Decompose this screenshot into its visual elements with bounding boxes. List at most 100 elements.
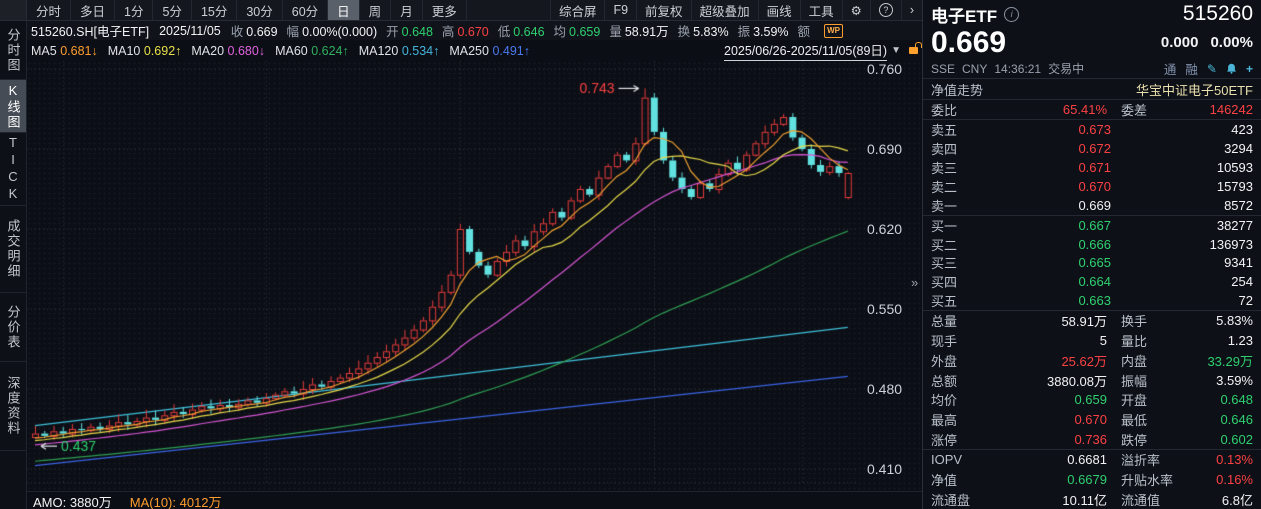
chevron-down-icon[interactable]: ▼ [891, 45, 901, 56]
buy-row-4[interactable]: 买四 0.664 254 [923, 272, 1261, 291]
linked-fund-name[interactable]: 华宝中证电子50ETF [1135, 82, 1253, 98]
ma-label: MA250 [449, 43, 493, 58]
date-range-selector[interactable]: 2025/06/26-2025/11/05(89日) [724, 40, 888, 61]
ob-price: 0.667 [1078, 217, 1111, 233]
stat-value: 3.59% [1216, 372, 1253, 388]
settings-gear-icon[interactable]: ⚙ [841, 0, 870, 20]
ob-price: 0.673 [1078, 122, 1111, 138]
period-tabbar: 分时 多日 1分 5分 15分 30分 60分日周月更多 综合屏 F9 前复权 超级叠加 画线 工具 ⚙… [0, 0, 922, 21]
tool-画线[interactable]: 画线 [757, 0, 800, 20]
info-icon[interactable]: i [1004, 6, 1020, 22]
stat-row-现手: 现手 5 量比 1.23 [923, 331, 1261, 351]
commission-row: 委比 65.41% 委差 146242 [923, 100, 1261, 119]
field-label: 额 [797, 25, 811, 39]
tool-前复权[interactable]: 前复权 [636, 0, 691, 20]
field-value: 0.669 [246, 25, 278, 39]
sell-row-4[interactable]: 卖二 0.670 15793 [923, 177, 1261, 196]
add-plus-icon[interactable]: + [1245, 61, 1253, 76]
nav-trend-label[interactable]: 净值走势 [931, 82, 984, 98]
tab-30分[interactable]: 30分 [237, 0, 283, 20]
tab-日[interactable]: 日 [328, 0, 360, 20]
stat-label: 溢折率 [1121, 453, 1161, 469]
collapse-panel-handle[interactable]: » [911, 275, 919, 290]
stats-block: 总量 58.91万 换手 5.83% 现手 5 量比 1.23 外盘 25.62万 内盘 33.29万… [923, 311, 1261, 449]
sell-row-2[interactable]: 卖四 0.672 3294 [923, 139, 1261, 158]
order-book-buys: 买一 0.667 38277 买二 0.666 136973 买三 0.665 9341 买四 0.… [923, 216, 1261, 310]
tab-周[interactable]: 周 [360, 0, 392, 20]
quote-info-row: 515260.SH[电子ETF] 2025/11/05 收 0.669 幅 0.00%… [27, 21, 922, 40]
tab-15分[interactable]: 15分 [192, 0, 238, 20]
ob-price: 0.665 [1078, 255, 1111, 271]
tool-工具[interactable]: 工具 [799, 0, 842, 20]
sell-row-5[interactable]: 卖一 0.669 8572 [923, 196, 1261, 215]
sidebar-item-深度资料[interactable]: 深度资料 [0, 362, 26, 451]
ma-label: MA20 [191, 43, 228, 58]
tool-综合屏[interactable]: 综合屏 [549, 0, 605, 20]
sidebar-item-分时图[interactable]: 分时图 [0, 21, 26, 80]
stat-label: 内盘 [1121, 353, 1148, 369]
field-value: 0.659 [569, 25, 601, 39]
ma-value: 0.692↑ [143, 43, 182, 58]
stat-row-流通盘: 流通盘 10.11亿 流通值 6.8亿 [923, 489, 1261, 509]
sell-row-3[interactable]: 卖三 0.671 10593 [923, 158, 1261, 177]
buy-row-5[interactable]: 买五 0.663 72 [923, 291, 1261, 310]
stat-value: 10.11亿 [1062, 492, 1107, 508]
stat-label: 均价 [931, 393, 958, 409]
ob-price: 0.664 [1078, 274, 1111, 290]
stat-label: 涨停 [931, 432, 958, 448]
buy-row-1[interactable]: 买一 0.667 38277 [923, 216, 1261, 235]
stat-value: 0.602 [1220, 431, 1253, 447]
tool-超级叠加[interactable]: 超级叠加 [690, 0, 758, 20]
price-tick-0.410: 0.410 [867, 461, 903, 477]
unlock-icon[interactable] [909, 42, 922, 54]
tab-5分[interactable]: 5分 [153, 0, 192, 20]
ma-label: MA10 [107, 43, 144, 58]
tab-更多[interactable]: 更多 [423, 0, 467, 20]
stat-label: 流通值 [1121, 492, 1161, 508]
tab-60分[interactable]: 60分 [283, 0, 329, 20]
stat-row-外盘: 外盘 25.62万 内盘 33.29万 [923, 351, 1261, 371]
field-value: 5.83% [693, 25, 729, 39]
field-value: 0.00%(0.000) [302, 25, 378, 39]
ob-label: 买一 [931, 218, 958, 234]
field-换: 换 5.83% [678, 25, 729, 39]
edit-pencil-icon[interactable]: ✎ [1206, 61, 1217, 76]
stat-label: 净值 [931, 472, 958, 488]
ob-label: 买二 [931, 237, 958, 253]
ob-price: 0.672 [1078, 141, 1111, 157]
stat-value: 3880.08万 [1047, 373, 1107, 389]
wp-window-icon[interactable]: WP [824, 23, 844, 38]
tab-多日[interactable]: 多日 [71, 0, 116, 20]
ob-volume: 9341 [1224, 255, 1253, 271]
field-收: 收 0.669 [231, 25, 278, 39]
stat-label: 振幅 [1121, 373, 1148, 389]
sell-row-1[interactable]: 卖五 0.673 423 [923, 120, 1261, 139]
buy-row-2[interactable]: 买二 0.666 136973 [923, 235, 1261, 254]
kline-canvas[interactable] [27, 61, 859, 486]
help-icon[interactable]: ? [869, 0, 901, 20]
ob-volume: 8572 [1224, 197, 1253, 213]
sidebar-item-TICK[interactable]: TICK [0, 133, 26, 206]
stat-value: 0.648 [1220, 392, 1253, 408]
quote-fields: 收 0.669 幅 0.00%(0.000) 开 0.648 高 0.670 低 0.646 均 0.… [231, 21, 822, 40]
ob-label: 卖一 [931, 198, 958, 214]
field-均: 均 0.659 [554, 25, 601, 39]
field-label: 量 [609, 25, 622, 39]
buy-row-3[interactable]: 买三 0.665 9341 [923, 253, 1261, 272]
stat-value: 0.670 [1074, 411, 1107, 427]
ob-label: 买三 [931, 256, 958, 272]
tab-1分[interactable]: 1分 [115, 0, 154, 20]
tab-分时[interactable]: 分时 [27, 0, 72, 20]
expand-right-icon[interactable]: › [900, 0, 922, 20]
tool-F9[interactable]: F9 [604, 0, 636, 20]
alert-bell-icon[interactable] [1226, 63, 1237, 74]
currency-label: CNY [962, 61, 988, 76]
stat-value: 58.91万 [1061, 314, 1107, 330]
sidebar-item-K线图[interactable]: K线图 [0, 80, 26, 133]
sidebar-item-分价表[interactable]: 分价表 [0, 293, 26, 362]
tab-月[interactable]: 月 [391, 0, 423, 20]
field-label: 收 [230, 25, 244, 39]
ma-item-MA20: MA20 0.680↓ [191, 44, 265, 58]
ma-value: 0.681↓ [60, 43, 98, 58]
sidebar-item-成交明细[interactable]: 成交明细 [0, 206, 26, 293]
